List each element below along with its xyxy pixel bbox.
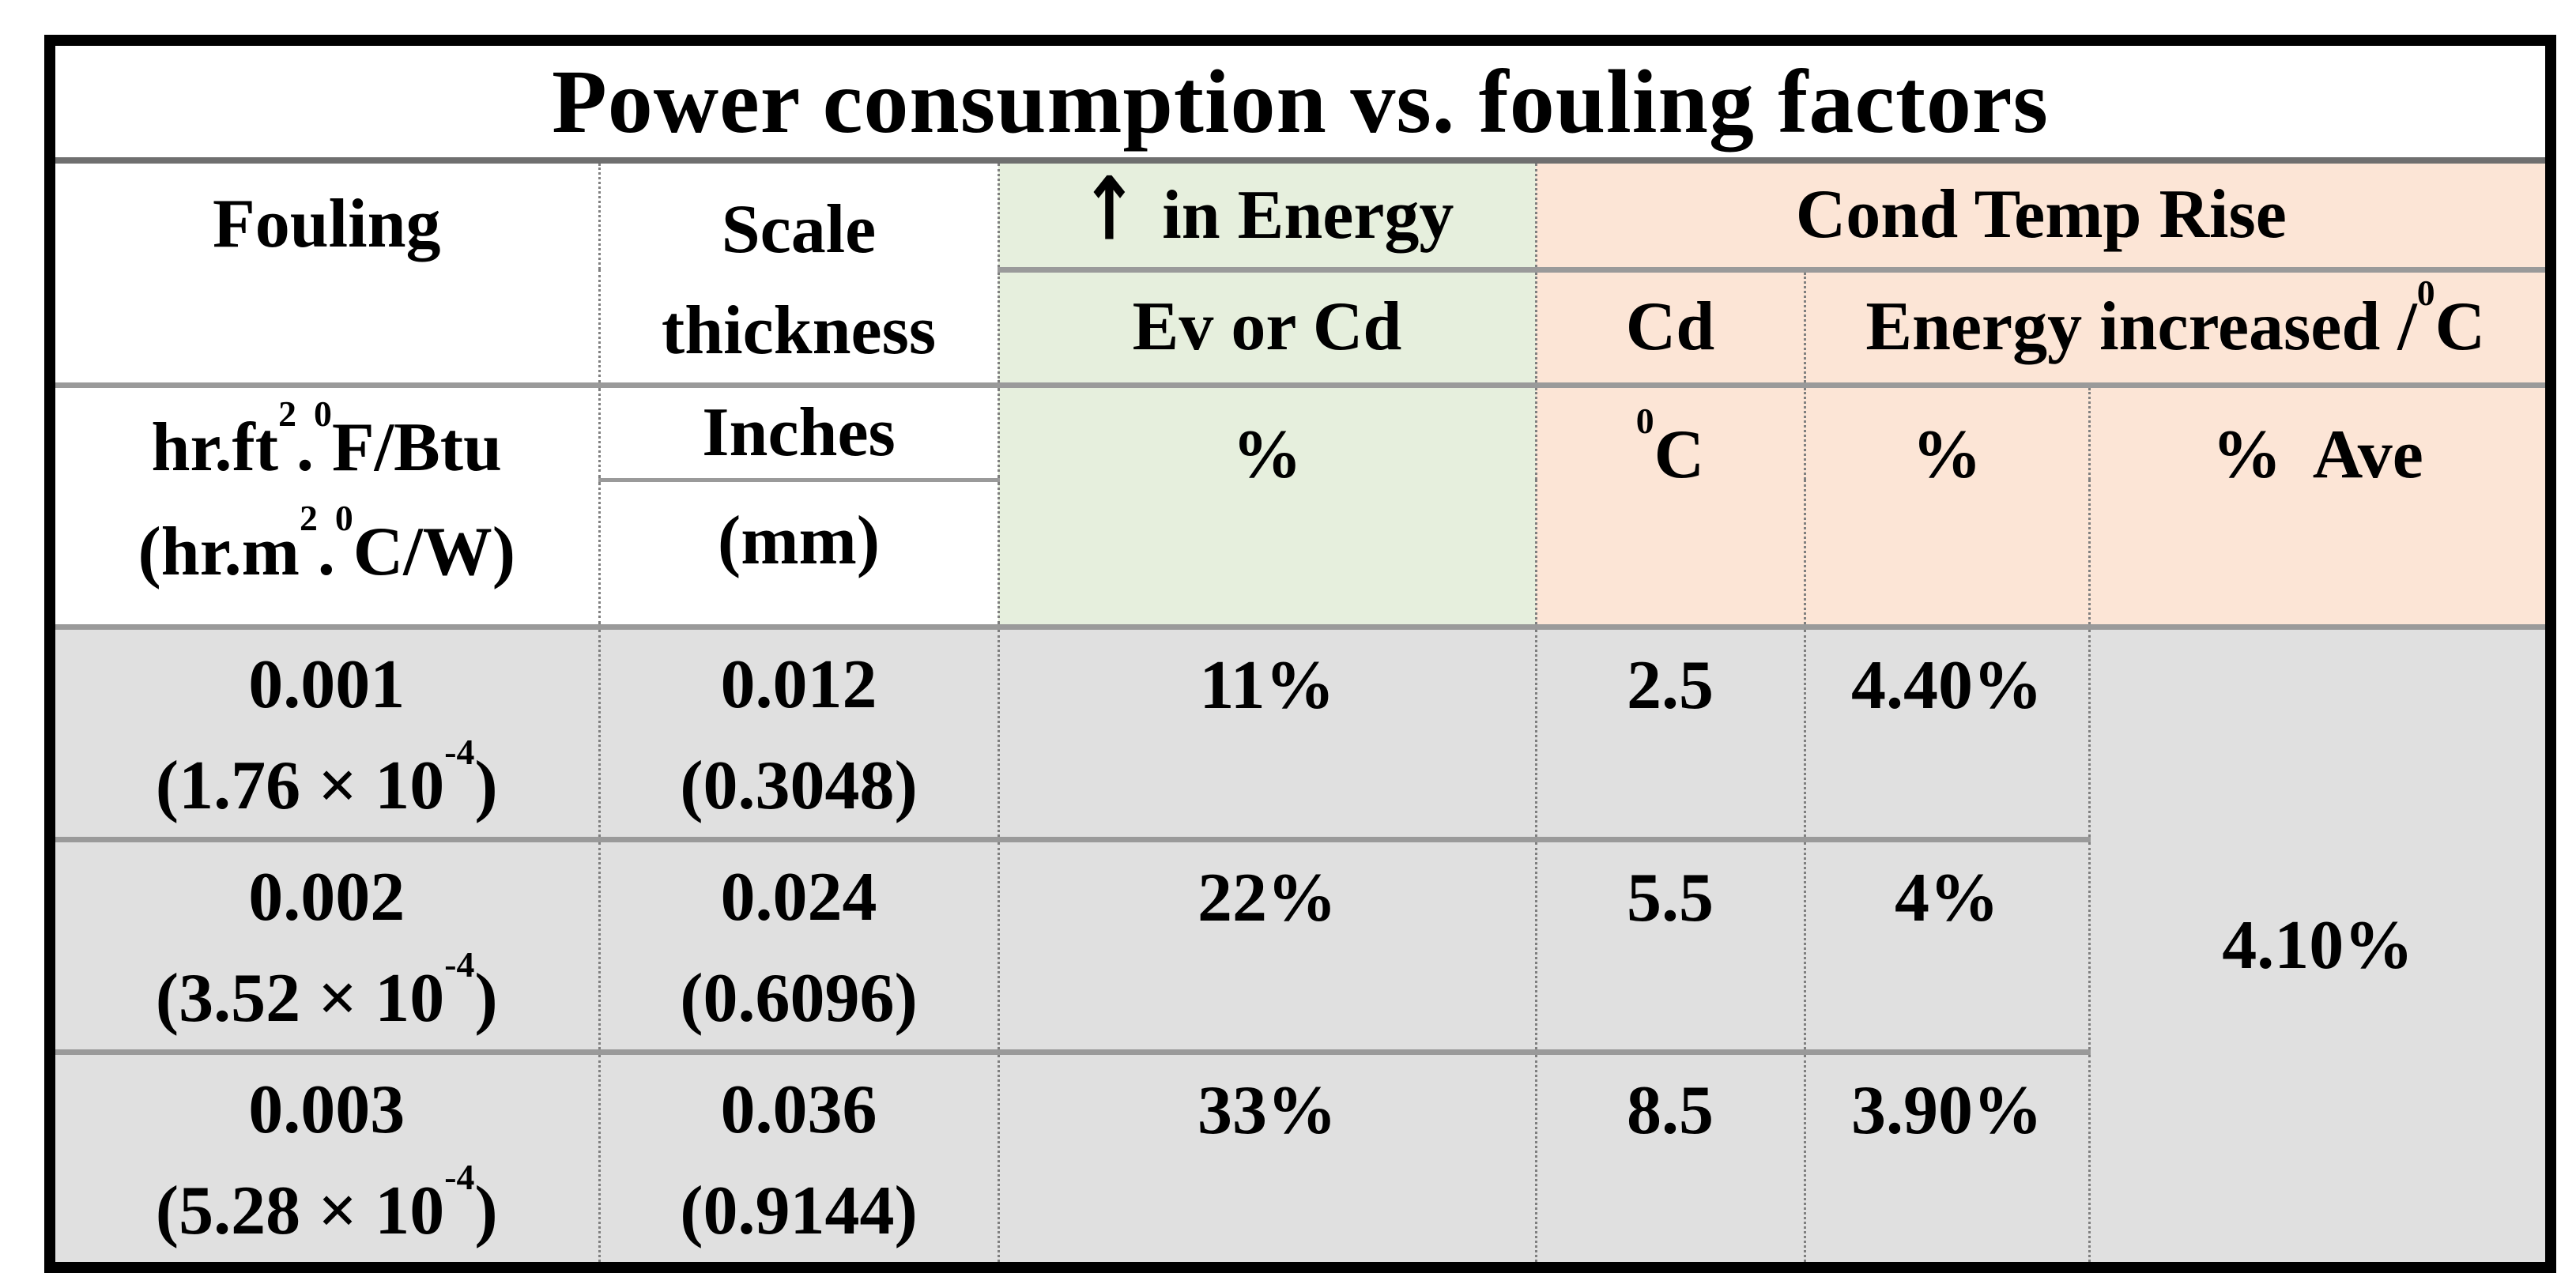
unit-f1-b: F/Btu	[331, 409, 502, 486]
unit-f1-sup1: 2	[278, 394, 296, 435]
table-title: Power consumption vs. fouling factors	[48, 37, 2552, 164]
header-cd: Cd	[1534, 266, 1806, 388]
unit-energy-percent: %	[997, 382, 1537, 630]
fouling-alt-1-a: (1.76 × 10	[155, 747, 445, 824]
fouling-alt-3-a: (5.28 × 10	[155, 1172, 445, 1249]
unit-scale-mm: (mm)	[598, 477, 1000, 630]
unit-f2-a: (hr.m	[138, 513, 300, 590]
header-scale-line1: Scale	[721, 191, 877, 268]
fouling-alt-2-b: )	[474, 959, 498, 1037]
unit-fouling: hr.ft2.0F/Btu (hr.m2.0C/W)	[48, 382, 601, 630]
cell-average-energy-per-degc: 4.10%	[2088, 623, 2552, 1271]
energy-increased-text: Energy increased /	[1865, 288, 2417, 365]
unit-fouling-line1: hr.ft2.0F/Btu	[55, 396, 598, 500]
cell-fouling-row3: 0.003 (5.28 × 10-4)	[48, 1049, 601, 1271]
unit-cd-c: C	[1654, 416, 1705, 493]
table-container: Power consumption vs. fouling factors Fo…	[44, 35, 2557, 1273]
header-cond-temp-rise: Cond Temp Rise	[1534, 157, 2552, 273]
scale-alt-3: (0.9144)	[680, 1172, 918, 1249]
cell-energy-per-degc-row3: 3.90%	[1803, 1049, 2091, 1271]
unit-cd-sup: 0	[1635, 401, 1654, 442]
cell-cond-temp-row1: 2.5	[1534, 623, 1806, 842]
up-arrow-icon: ↑	[1080, 158, 1139, 261]
header-scale-line2: thickness	[661, 292, 937, 369]
energy-increased-unit: C	[2435, 288, 2486, 365]
unit-fouling-line2: (hr.m2.0C/W)	[55, 500, 598, 604]
fouling-alt-3-b: )	[474, 1172, 498, 1249]
cell-cond-temp-row3: 8.5	[1534, 1049, 1806, 1271]
scale-value-2: 0.024	[720, 858, 877, 936]
unit-f1-sup2: 0	[313, 394, 332, 435]
header-in-energy-label: in Energy	[1145, 177, 1454, 254]
power-consumption-fouling-table: Power consumption vs. fouling factors Fo…	[44, 35, 2557, 1273]
scale-value-1: 0.012	[720, 646, 877, 723]
cell-energy-per-degc-row1: 4.40%	[1803, 623, 2091, 842]
cell-scale-row3: 0.036 (0.9144)	[598, 1049, 1000, 1271]
cell-energy-per-degc-row2: 4%	[1803, 836, 2091, 1055]
energy-increased-sup: 0	[2416, 273, 2435, 314]
cell-energy-increase-row3: 33%	[997, 1049, 1537, 1271]
unit-scale-inches: Inches	[598, 382, 1000, 482]
cell-fouling-row2: 0.002 (3.52 × 10-4)	[48, 836, 601, 1055]
header-energy-increased-per-degc: Energy increased /0C	[1803, 266, 2552, 388]
fouling-alt-2-a: (3.52 × 10	[155, 959, 445, 1037]
header-ev-or-cd: Ev or Cd	[997, 266, 1537, 388]
cell-scale-row1: 0.012 (0.3048)	[598, 623, 1000, 842]
fouling-alt-1-b: )	[474, 747, 498, 824]
cell-cond-temp-row2: 5.5	[1534, 836, 1806, 1055]
header-increase-in-energy: ↑ in Energy	[997, 157, 1537, 273]
cell-scale-row2: 0.024 (0.6096)	[598, 836, 1000, 1055]
fouling-value-1: 0.001	[248, 646, 405, 723]
fouling-alt-3: (5.28 × 10-4)	[55, 1159, 598, 1262]
unit-percent: %	[1803, 382, 2091, 630]
scale-alt-1: (0.3048)	[680, 747, 918, 824]
unit-f2-sup2: 0	[334, 498, 353, 539]
fouling-value-2: 0.002	[248, 858, 405, 936]
unit-f2-sup1: 2	[299, 498, 318, 539]
unit-percent-ave: % Ave	[2088, 382, 2552, 630]
fouling-alt-1: (1.76 × 10-4)	[55, 734, 598, 837]
fouling-value-3: 0.003	[248, 1071, 405, 1148]
scale-alt-2: (0.6096)	[680, 959, 918, 1037]
fouling-alt-2-sup: -4	[444, 944, 475, 985]
fouling-alt-3-sup: -4	[444, 1157, 475, 1198]
fouling-alt-1-sup: -4	[444, 732, 475, 773]
unit-f2-b: C/W)	[353, 513, 516, 590]
unit-f1-dot: .	[296, 409, 314, 486]
unit-cd-degc: 0C	[1534, 382, 1806, 630]
fouling-alt-2: (3.52 × 10-4)	[55, 947, 598, 1049]
cell-energy-increase-row2: 22%	[997, 836, 1537, 1055]
scale-value-3: 0.036	[720, 1071, 877, 1148]
header-fouling-label: Fouling	[212, 186, 441, 262]
unit-f1-a: hr.ft	[151, 409, 279, 486]
unit-f2-dot: .	[317, 513, 335, 590]
header-scale-thickness: Scale thickness	[598, 157, 1000, 388]
header-fouling: Fouling	[48, 157, 601, 388]
cell-energy-increase-row1: 11%	[997, 623, 1537, 842]
cell-fouling-row1: 0.001 (1.76 × 10-4)	[48, 623, 601, 842]
